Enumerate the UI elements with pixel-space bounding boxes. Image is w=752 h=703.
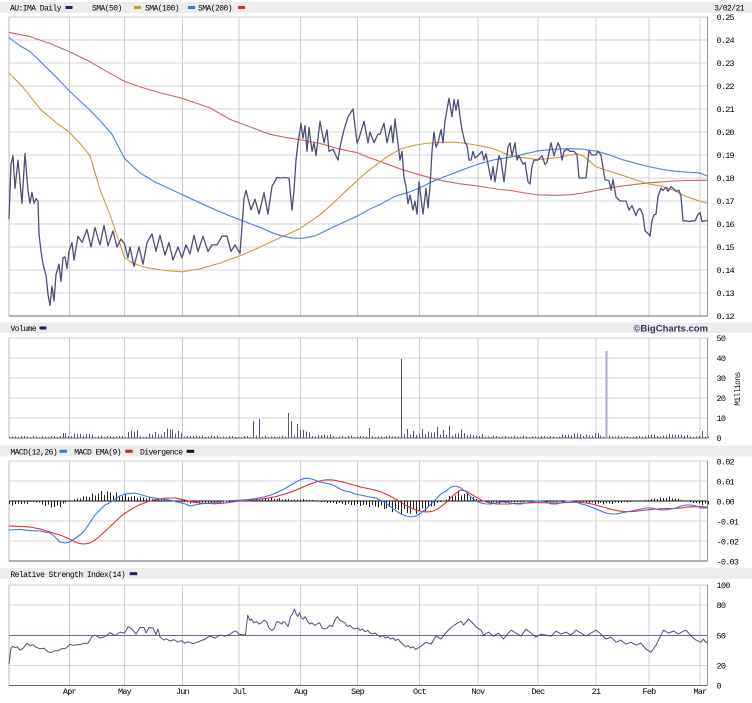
svg-text:0.15: 0.15: [717, 243, 735, 253]
svg-text:Aug: Aug: [294, 687, 308, 697]
svg-text:30: 30: [717, 374, 726, 384]
svg-text:0.21: 0.21: [717, 105, 735, 115]
svg-text:-0.03: -0.03: [717, 557, 739, 567]
svg-text:-0.01: -0.01: [717, 517, 739, 527]
svg-text:Jul: Jul: [232, 687, 246, 697]
svg-text:Apr: Apr: [63, 687, 77, 697]
svg-text:Dec: Dec: [531, 687, 545, 697]
svg-text:Sep: Sep: [351, 687, 365, 697]
svg-text:Relative Strength Index(14): Relative Strength Index(14): [10, 571, 125, 580]
svg-text:0.16: 0.16: [717, 220, 735, 230]
svg-text:0.13: 0.13: [717, 289, 735, 299]
svg-text:0.23: 0.23: [717, 59, 735, 69]
svg-text:Volume: Volume: [11, 325, 37, 334]
svg-text:Millions: Millions: [735, 371, 743, 405]
svg-text:100: 100: [717, 581, 731, 591]
svg-text:0.02: 0.02: [717, 457, 735, 467]
svg-text:Oct: Oct: [413, 687, 427, 697]
svg-text:0.24: 0.24: [717, 36, 735, 46]
svg-text:0.20: 0.20: [717, 128, 735, 138]
svg-text:AU:IMA Daily: AU:IMA Daily: [10, 5, 62, 14]
svg-text:0: 0: [717, 682, 722, 692]
svg-text:SMA(100): SMA(100): [145, 5, 179, 14]
svg-text:10: 10: [717, 414, 726, 424]
svg-text:0.00: 0.00: [717, 497, 735, 507]
svg-text:©BigCharts.com: ©BigCharts.com: [633, 323, 708, 334]
svg-text:40: 40: [717, 354, 726, 364]
svg-text:21: 21: [592, 687, 601, 697]
svg-text:20: 20: [717, 662, 726, 672]
svg-text:50: 50: [717, 631, 726, 641]
svg-text:Nov: Nov: [471, 687, 485, 697]
svg-text:0.22: 0.22: [717, 82, 735, 92]
svg-text:0.18: 0.18: [717, 174, 735, 184]
svg-text:0.19: 0.19: [717, 151, 735, 161]
svg-text:-0.02: -0.02: [717, 537, 739, 547]
svg-text:80: 80: [717, 601, 726, 611]
svg-text:MACD EMA(9): MACD EMA(9): [74, 449, 121, 458]
svg-text:Mar: Mar: [693, 687, 707, 697]
svg-text:May: May: [118, 687, 132, 697]
svg-text:Divergence: Divergence: [140, 449, 183, 458]
svg-text:0: 0: [717, 434, 722, 444]
svg-text:SMA(50): SMA(50): [92, 5, 122, 14]
svg-text:MACD(12,26): MACD(12,26): [10, 449, 57, 458]
svg-text:0.25: 0.25: [717, 13, 735, 23]
svg-text:Jun: Jun: [176, 687, 190, 697]
svg-text:3/02/21: 3/02/21: [714, 5, 745, 14]
svg-text:0.01: 0.01: [717, 477, 735, 487]
svg-text:Feb: Feb: [642, 687, 656, 697]
svg-text:0.17: 0.17: [717, 197, 735, 207]
svg-text:SMA(200): SMA(200): [198, 5, 232, 14]
svg-text:20: 20: [717, 394, 726, 404]
svg-text:0.12: 0.12: [717, 312, 735, 322]
svg-text:50: 50: [717, 334, 726, 344]
svg-text:0.14: 0.14: [717, 266, 735, 276]
